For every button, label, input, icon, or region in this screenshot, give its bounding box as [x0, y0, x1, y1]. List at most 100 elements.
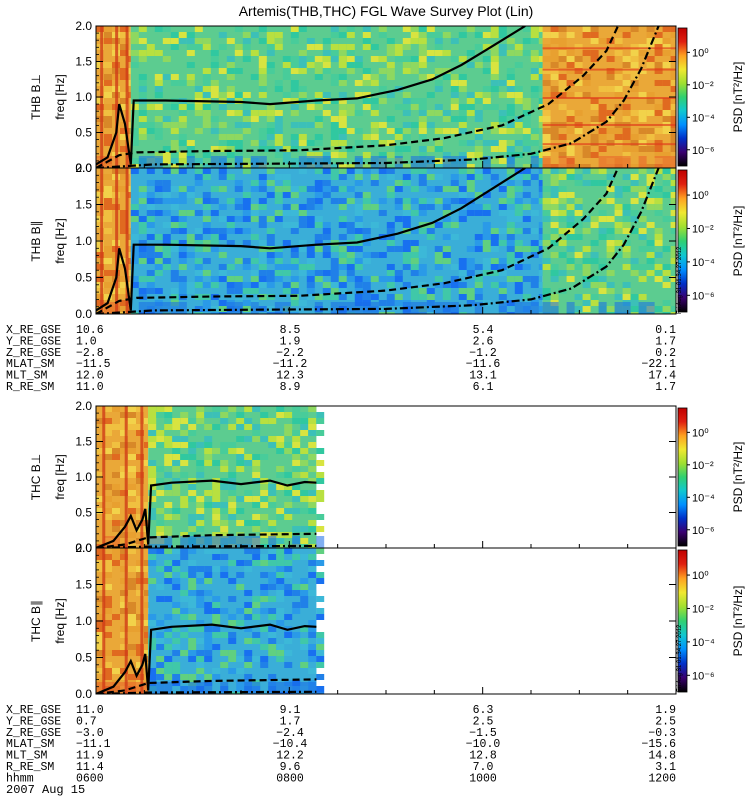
ytick-label: 2.0: [75, 541, 92, 555]
ephemeris-label: MLAT_SM: [6, 738, 54, 751]
colorbar-tick-label: 10⁻⁴: [692, 257, 715, 269]
panel-thb-bpar: 0.0 0.5 1.0 1.5 2.0 THB B∥ freq [Hz]: [29, 161, 677, 321]
ephemeris-value: −2.4: [276, 727, 304, 740]
colorbar-tick-label: 10⁻⁴: [692, 637, 715, 649]
ytick-label: 1.5: [75, 198, 92, 212]
curve-fc_H: [96, 623, 317, 694]
spectrogram-cells: [96, 168, 676, 314]
figure-title: Artemis(THB,THC) FGL Wave Survey Plot (L…: [239, 3, 534, 19]
panel-yunit: freq [Hz]: [53, 598, 67, 643]
ephemeris-label: R_RE_SM: [6, 761, 54, 774]
curve-fc_H: [96, 168, 526, 312]
ephemeris-label: Y_RE_GSE: [6, 335, 61, 348]
ephemeris-value: 11.0: [76, 381, 104, 394]
colorbar-tick-label: 10⁻⁶: [692, 670, 715, 682]
colorbar-tick-label: 10⁻⁶: [692, 525, 715, 537]
ephemeris-label: X_RE_GSE: [6, 704, 61, 717]
ephemeris-label: Y_RE_GSE: [6, 715, 61, 728]
ephemeris-value: 10.6: [76, 324, 104, 337]
ephemeris-label: MLT_SM: [6, 370, 48, 383]
frequency-curves: [96, 168, 660, 314]
colorbar-tick-label: 10⁰: [692, 47, 709, 59]
ephemeris-value: 8.5: [280, 324, 301, 337]
panel-thc-bperp: 0.0 0.5 1.0 1.5 2.0 THC B⊥ freq [Hz]: [29, 399, 677, 555]
ytick-label: 1.5: [75, 435, 92, 449]
ephemeris-value: 0600: [76, 772, 104, 785]
panel-ylabel: THC B∥: [29, 600, 43, 642]
colorbar-tick-label: 10⁻⁴: [692, 112, 715, 124]
colorbar-thc-bpar: 10⁰ 10⁻² 10⁻⁴ 10⁻⁶ PSD [nT²/Hz]: [677, 549, 745, 693]
spectrogram-region-medium: [542, 168, 676, 314]
colorbar-tick-label: 10⁰: [692, 570, 709, 582]
ephemeris-label: X_RE_GSE: [6, 324, 61, 337]
ephemeris-value: 1200: [648, 772, 676, 785]
colorbar-tick-label: 10⁻²: [692, 223, 714, 235]
ephemeris-value: 0.2: [655, 347, 676, 360]
ytick-label: 1.0: [75, 234, 92, 248]
ephemeris-value: −0.3: [648, 727, 676, 740]
panel-yunit: freq [Hz]: [53, 454, 67, 499]
curve-fc_O: [96, 168, 660, 314]
colorbar-thc-bperp: 10⁰ 10⁻² 10⁻⁴ 10⁻⁶ PSD [nT²/Hz]: [677, 407, 745, 547]
ephemeris-value: −2.8: [76, 347, 104, 360]
colorbar-tick-label: 10⁻⁴: [692, 492, 715, 504]
ephemeris-value: −15.6: [641, 738, 676, 751]
spectrogram-region-medium: [148, 406, 325, 548]
spectrogram-region-medium: [130, 26, 547, 168]
colorbar-label: PSD [nT²/Hz]: [731, 586, 745, 657]
curve-fc_O: [96, 26, 660, 168]
colorbar-label: PSD [nT²/Hz]: [731, 62, 745, 133]
spectrogram-cells: [96, 406, 325, 548]
ephemeris-value: −22.1: [641, 358, 676, 371]
ephemeris-value: 14.8: [648, 750, 676, 763]
ephemeris-value: 2.6: [473, 335, 494, 348]
spectrogram-region-high: [542, 26, 676, 168]
ephemeris-label: MLAT_SM: [6, 358, 54, 371]
colorbar-strip: [677, 27, 688, 167]
panel-thc-bpar: 0.0 0.5 1.0 1.5 2.0 THC B∥ freq [Hz]: [29, 541, 677, 701]
colorbar-thb-bperp: 10⁰ 10⁻² 10⁻⁴ 10⁻⁶ PSD [nT²/Hz]: [677, 27, 745, 167]
colorbar-tick-label: 10⁻⁶: [692, 290, 715, 302]
panel-ylabel: THB B∥: [29, 220, 43, 261]
ephemeris-value: −2.2: [276, 347, 304, 360]
ephemeris-value: 1.9: [280, 335, 301, 348]
colorbar-tick-label: 10⁻²: [692, 80, 714, 92]
ephemeris-value: 0.1: [655, 324, 676, 337]
colorbar-tick-label: 10⁻⁶: [692, 145, 715, 157]
ephemeris-value: 11.9: [76, 750, 104, 763]
ephemeris-value: 12.0: [76, 370, 104, 383]
ytick-label: 0.5: [75, 506, 92, 520]
ephemeris-value: −1.2: [469, 347, 497, 360]
ephemeris-value: 1.7: [280, 715, 301, 728]
ytick-label: 0.5: [75, 271, 92, 285]
ephemeris-value: 0800: [276, 772, 304, 785]
panel-yunit: freq [Hz]: [53, 74, 67, 119]
ephemeris-value: 0.7: [76, 715, 97, 728]
ytick-label: 0.0: [75, 307, 92, 321]
ephemeris-value: 17.4: [648, 370, 676, 383]
ephemeris-label: hhmm: [6, 772, 34, 785]
ytick-label: 0.0: [75, 687, 92, 701]
ephemeris-value: 1.0: [76, 335, 97, 348]
colorbar-tick-label: 10⁰: [692, 190, 709, 202]
frequency-curves: [96, 26, 660, 168]
ephemeris-value: −1.5: [469, 727, 497, 740]
stamp-bottom: Fri Aug 31 01:34:27 2012: [677, 624, 683, 692]
ephemeris-label: R_RE_SM: [6, 381, 54, 394]
curve-fc_He: [96, 168, 620, 314]
curve-fc_H: [96, 479, 317, 548]
ephemeris-thc: X_RE_GSE 11.0 9.1 6.3 1.9 Y_RE_GSE 0.7 1.7 2.5 2.…: [6, 704, 676, 785]
ephemeris-value: 2.5: [473, 715, 494, 728]
colorbar-strip: [677, 169, 688, 313]
ephemeris-value: 13.1: [469, 370, 497, 383]
colorbar-tick-label: 10⁻²: [692, 460, 714, 472]
ephemeris-value: 8.9: [280, 381, 301, 394]
ephemeris-value: 11.0: [76, 704, 104, 717]
ephemeris-value: 1000: [469, 772, 497, 785]
spectrogram-cells: [96, 26, 676, 168]
colorbar-thb-bpar: 10⁰ 10⁻² 10⁻⁴ 10⁻⁶ PSD [nT²/Hz]: [677, 169, 745, 313]
ephemeris-value: 12.3: [276, 370, 304, 383]
ephemeris-value: 1.7: [655, 335, 676, 348]
ephemeris-value: 5.4: [473, 324, 494, 337]
ephemeris-value: 6.3: [473, 704, 494, 717]
